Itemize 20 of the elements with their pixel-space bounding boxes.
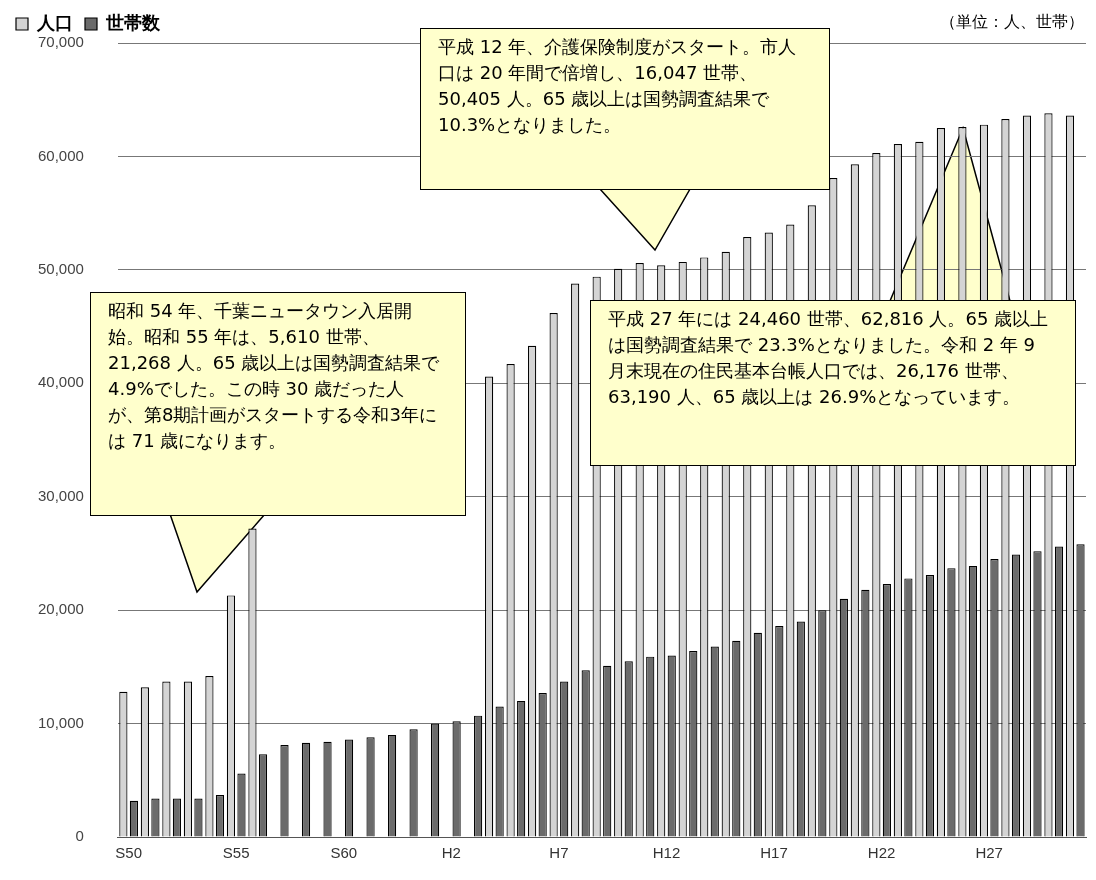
y-tick-label: 10,000 bbox=[37, 713, 84, 731]
legend-label: 人口 bbox=[36, 12, 73, 33]
x-tick-label: H12 bbox=[652, 844, 681, 862]
x-tick-label: S55 bbox=[222, 844, 250, 862]
y-tick-label: 50,000 bbox=[37, 260, 84, 277]
x-tick-label: H17 bbox=[760, 844, 788, 862]
text: （単位：人、世帯） bbox=[940, 12, 1084, 33]
y-tick-label: 0 bbox=[75, 827, 84, 845]
x-tick-label: H22 bbox=[867, 844, 896, 862]
x-tick-label: H2 bbox=[441, 844, 461, 862]
x-tick-label: H27 bbox=[975, 844, 1003, 862]
y-tick-label: 70,000 bbox=[37, 33, 84, 51]
legend-label: 世帯数 bbox=[105, 12, 161, 33]
y-tick-label: 20,000 bbox=[37, 600, 84, 618]
y-tick-label: 40,000 bbox=[37, 373, 84, 391]
x-tick-label: S60 bbox=[330, 844, 358, 862]
x-tick-label: H7 bbox=[549, 844, 569, 862]
y-tick-label: 60,000 bbox=[37, 146, 84, 164]
x-tick-label: S50 bbox=[115, 844, 142, 862]
y-tick-label: 30,000 bbox=[37, 486, 84, 504]
